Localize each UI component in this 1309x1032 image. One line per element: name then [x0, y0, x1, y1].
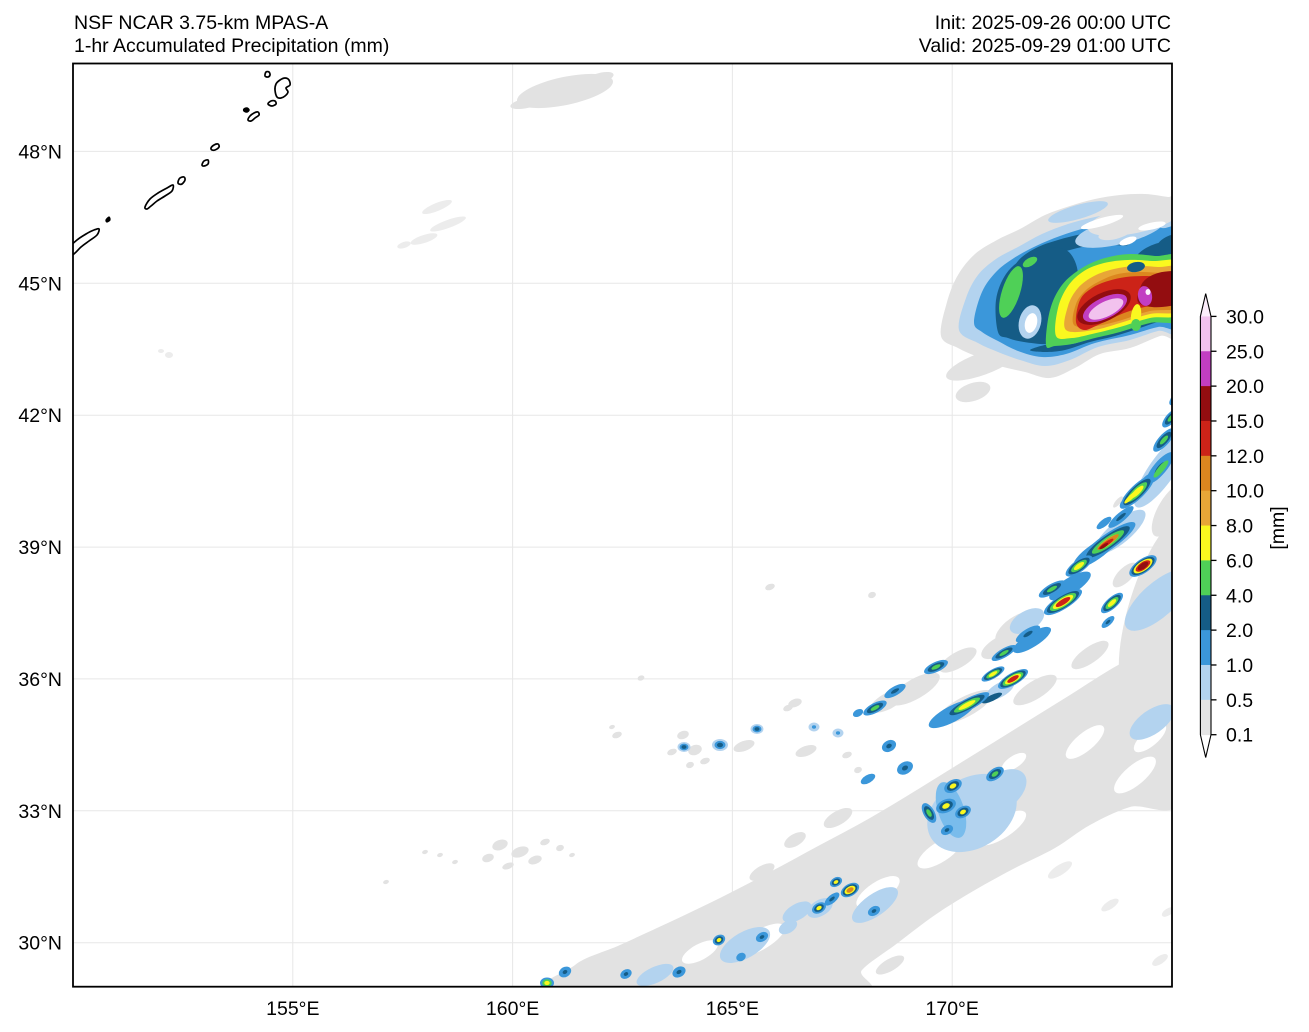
- svg-text:8.0: 8.0: [1226, 516, 1253, 538]
- svg-text:33°N: 33°N: [18, 801, 62, 823]
- svg-text:15.0: 15.0: [1226, 411, 1264, 433]
- svg-text:Valid: 2025-09-29 01:00 UTC: Valid: 2025-09-29 01:00 UTC: [919, 35, 1171, 57]
- svg-text:36°N: 36°N: [18, 669, 62, 691]
- svg-text:160°E: 160°E: [486, 998, 539, 1020]
- svg-text:30°N: 30°N: [18, 933, 62, 955]
- svg-text:20.0: 20.0: [1226, 376, 1264, 398]
- svg-text:42°N: 42°N: [18, 405, 62, 427]
- svg-text:10.0: 10.0: [1226, 481, 1264, 503]
- svg-text:165°E: 165°E: [706, 998, 759, 1020]
- svg-text:2.0: 2.0: [1226, 620, 1253, 642]
- svg-text:NSF NCAR 3.75-km MPAS-A: NSF NCAR 3.75-km MPAS-A: [74, 12, 328, 34]
- svg-text:30.0: 30.0: [1226, 306, 1264, 328]
- svg-text:170°E: 170°E: [926, 998, 979, 1020]
- svg-text:48°N: 48°N: [18, 141, 62, 163]
- svg-text:1.0: 1.0: [1226, 655, 1253, 677]
- svg-text:1-hr Accumulated Precipitation: 1-hr Accumulated Precipitation (mm): [74, 35, 389, 57]
- svg-text:39°N: 39°N: [18, 537, 62, 559]
- svg-text:4.0: 4.0: [1226, 585, 1253, 607]
- svg-text:25.0: 25.0: [1226, 341, 1264, 363]
- svg-text:0.5: 0.5: [1226, 690, 1253, 712]
- svg-text:12.0: 12.0: [1226, 446, 1264, 468]
- svg-text:Init: 2025-09-26 00:00 UTC: Init: 2025-09-26 00:00 UTC: [935, 12, 1171, 34]
- svg-text:6.0: 6.0: [1226, 550, 1253, 572]
- svg-text:45°N: 45°N: [18, 273, 62, 295]
- svg-text:0.1: 0.1: [1226, 725, 1253, 747]
- svg-text:155°E: 155°E: [266, 998, 319, 1020]
- svg-text:[mm]: [mm]: [1267, 506, 1289, 549]
